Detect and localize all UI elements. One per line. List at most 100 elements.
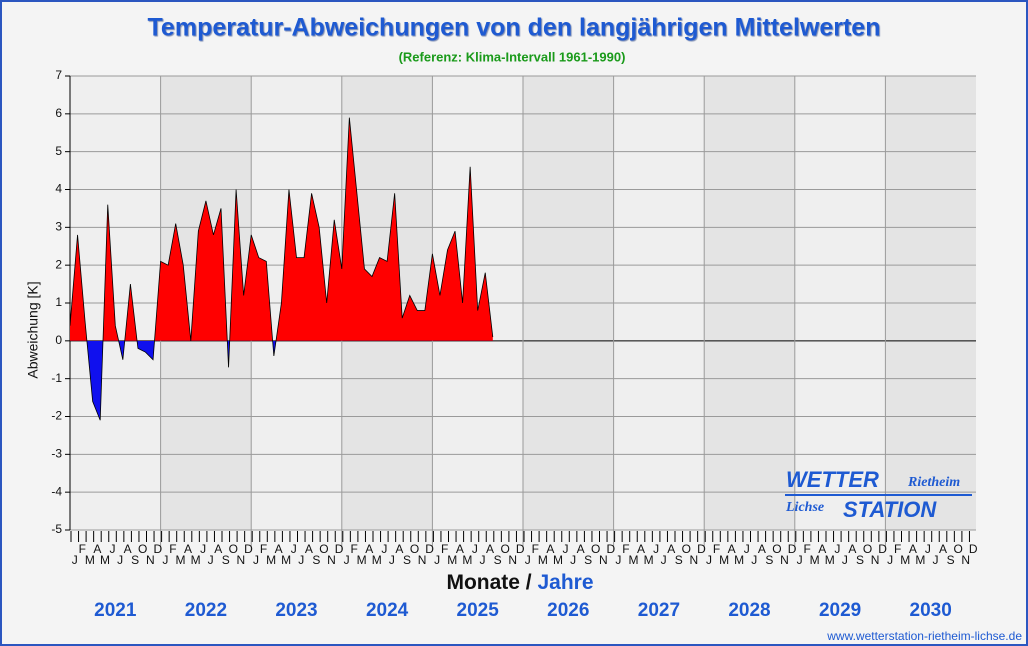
month-label: N: [871, 553, 880, 567]
month-label: A: [124, 542, 132, 556]
month-label: S: [131, 553, 139, 567]
month-label: A: [395, 542, 403, 556]
month-label: A: [728, 542, 736, 556]
month-label: A: [758, 542, 766, 556]
month-label: J: [842, 553, 848, 567]
month-label: A: [848, 542, 856, 556]
month-label: O: [410, 542, 419, 556]
chart-subtitle: (Referenz: Klima-Intervall 1961-1990): [399, 49, 626, 64]
month-label: D: [878, 542, 887, 556]
month-label: A: [667, 542, 675, 556]
month-label: M: [100, 553, 110, 567]
month-label: O: [229, 542, 238, 556]
year-label: 2027: [638, 600, 680, 621]
logo-text: Rietheim: [907, 475, 960, 490]
area-outline: [69, 117, 494, 421]
month-label: J: [117, 553, 123, 567]
month-label: S: [856, 553, 864, 567]
month-label: N: [780, 553, 789, 567]
month-label: M: [734, 553, 744, 567]
month-label: N: [237, 553, 246, 567]
month-label: D: [244, 542, 253, 556]
month-label: S: [675, 553, 683, 567]
month-label: S: [222, 553, 230, 567]
year-label: 2030: [910, 600, 952, 621]
month-label: N: [508, 553, 517, 567]
month-label: A: [546, 542, 554, 556]
month-label: S: [765, 553, 773, 567]
month-label: J: [653, 542, 659, 556]
chart-title: Temperatur-Abweichungen von den langjähr…: [148, 14, 881, 42]
month-label: A: [818, 542, 826, 556]
month-label: A: [365, 542, 373, 556]
month-label: O: [953, 542, 962, 556]
month-label: J: [434, 553, 440, 567]
month-label: M: [915, 553, 925, 567]
month-label: M: [281, 553, 291, 567]
month-label: J: [162, 553, 168, 567]
month-label: J: [253, 553, 259, 567]
year-label: 2022: [185, 600, 227, 621]
month-label: A: [184, 542, 192, 556]
y-tick-label: -2: [51, 409, 62, 423]
month-label: J: [570, 553, 576, 567]
month-label: J: [472, 542, 478, 556]
month-label: D: [606, 542, 615, 556]
month-label: F: [350, 542, 357, 556]
month-label: J: [344, 553, 350, 567]
month-label: A: [486, 542, 494, 556]
month-label: J: [834, 542, 840, 556]
month-label: A: [939, 542, 947, 556]
month-label: S: [403, 553, 411, 567]
month-label: M: [372, 553, 382, 567]
month-label: J: [563, 542, 569, 556]
month-label: A: [637, 542, 645, 556]
logo-text: STATION: [843, 497, 937, 522]
y-tick-label: 1: [55, 295, 62, 309]
month-label: D: [425, 542, 434, 556]
month-label: M: [825, 553, 835, 567]
month-label: J: [751, 553, 757, 567]
month-label: N: [327, 553, 336, 567]
month-label: M: [644, 553, 654, 567]
month-label: A: [93, 542, 101, 556]
x-axis-label: Monate / Jahre: [446, 571, 593, 594]
month-label: J: [381, 542, 387, 556]
y-tick-label: 6: [55, 106, 62, 120]
month-label: J: [389, 553, 395, 567]
y-axis-label: Abweichung [K]: [25, 281, 41, 378]
month-label: J: [661, 553, 667, 567]
month-label: M: [553, 553, 563, 567]
month-label: D: [697, 542, 706, 556]
month-label: M: [175, 553, 185, 567]
month-label: O: [591, 542, 600, 556]
month-label: N: [146, 553, 155, 567]
month-label: F: [622, 542, 629, 556]
logo-text: WETTER: [786, 467, 879, 492]
month-label: N: [599, 553, 608, 567]
month-label: M: [357, 553, 367, 567]
month-label: M: [719, 553, 729, 567]
month-label: F: [169, 542, 176, 556]
y-tick-label: 4: [55, 182, 62, 196]
month-label: J: [479, 553, 485, 567]
month-label: M: [900, 553, 910, 567]
month-label: D: [335, 542, 344, 556]
source-url: www.wetterstation-rietheim-lichse.de: [826, 629, 1022, 643]
month-label: S: [584, 553, 592, 567]
month-label: M: [266, 553, 276, 567]
month-label: A: [275, 542, 283, 556]
month-label: J: [72, 553, 78, 567]
year-label: 2029: [819, 600, 861, 621]
month-label: F: [532, 542, 539, 556]
month-label: M: [462, 553, 472, 567]
month-label: J: [298, 553, 304, 567]
month-label: J: [925, 542, 931, 556]
y-tick-label: 7: [55, 68, 62, 82]
month-label: N: [690, 553, 699, 567]
y-tick-label: -1: [51, 371, 62, 385]
month-label: J: [208, 553, 214, 567]
month-label: F: [894, 542, 901, 556]
month-label: F: [79, 542, 86, 556]
